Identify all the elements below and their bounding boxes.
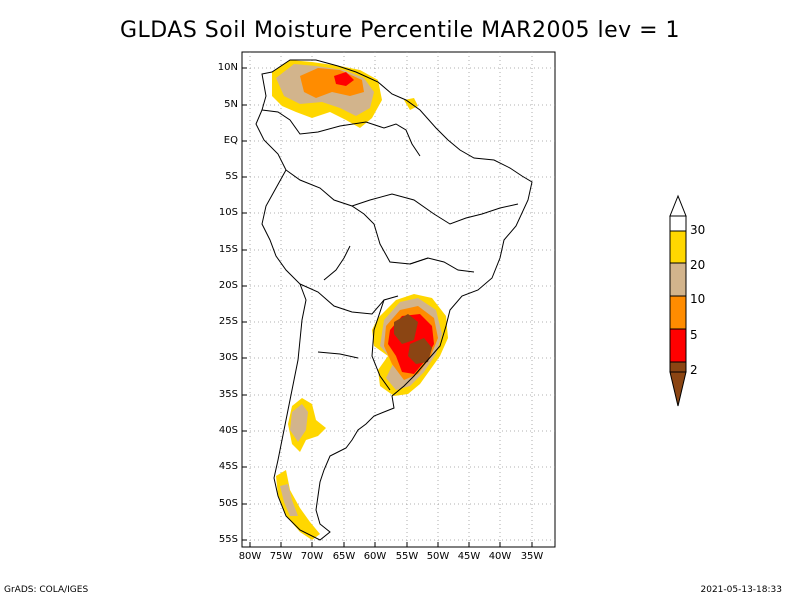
lat-label-50s: 50S [218, 498, 238, 509]
lon-label-35w: 35W [520, 551, 544, 562]
colorbar-5-10 [669, 295, 687, 330]
lat-label-55s: 55S [218, 534, 238, 545]
axis-ticks [242, 67, 533, 547]
lon-label-65w: 65W [332, 551, 356, 562]
lon-label-80w: 80W [238, 551, 262, 562]
lat-label-10n: 10N [217, 62, 238, 73]
shading-patagonia [276, 398, 326, 540]
shading-north [272, 60, 418, 128]
map-title: GLDAS Soil Moisture Percentile MAR2005 l… [119, 18, 681, 43]
lat-label-15s: 15S [218, 244, 238, 255]
lon-label-60w: 60W [363, 551, 387, 562]
lat-label-35s: 35S [218, 389, 238, 400]
lon-label-40w: 40W [488, 551, 512, 562]
footer-timestamp: 2021-05-13-18:33 [700, 585, 783, 595]
legend-tick-2: 2 [690, 363, 698, 377]
lat-label-eq: EQ [223, 135, 238, 146]
lon-label-75w: 75W [269, 551, 293, 562]
lat-label-5s: 5S [225, 171, 238, 182]
legend-tick-5: 5 [690, 328, 698, 342]
footer-credit: GrADS: COLA/IGES [4, 585, 89, 595]
colorbar-top-arrow [669, 194, 687, 217]
lon-label-50w: 50W [426, 551, 450, 562]
colorbar-2-5 [669, 328, 687, 363]
colorbar-10-20 [669, 262, 687, 297]
lat-label-25s: 25S [218, 316, 238, 327]
lat-label-20s: 20S [218, 280, 238, 291]
legend-tick-20: 20 [690, 258, 706, 272]
shading-south [372, 294, 448, 396]
lon-label-55w: 55W [395, 551, 419, 562]
lat-label-10s: 10S [218, 207, 238, 218]
coastlines [255, 59, 533, 541]
colorbar-20-30 [669, 230, 687, 264]
lon-label-70w: 70W [300, 551, 324, 562]
legend-tick-30: 30 [690, 223, 706, 237]
legend-tick-10: 10 [690, 292, 706, 306]
lon-label-45w: 45W [457, 551, 481, 562]
lat-label-40s: 40S [218, 425, 238, 436]
colorbar [669, 194, 687, 407]
lat-label-5n: 5N [224, 99, 238, 110]
colorbar-bottom-arrow [669, 371, 687, 407]
map-frame [241, 51, 556, 548]
lat-label-30s: 30S [218, 352, 238, 363]
lat-label-45s: 45S [218, 461, 238, 472]
